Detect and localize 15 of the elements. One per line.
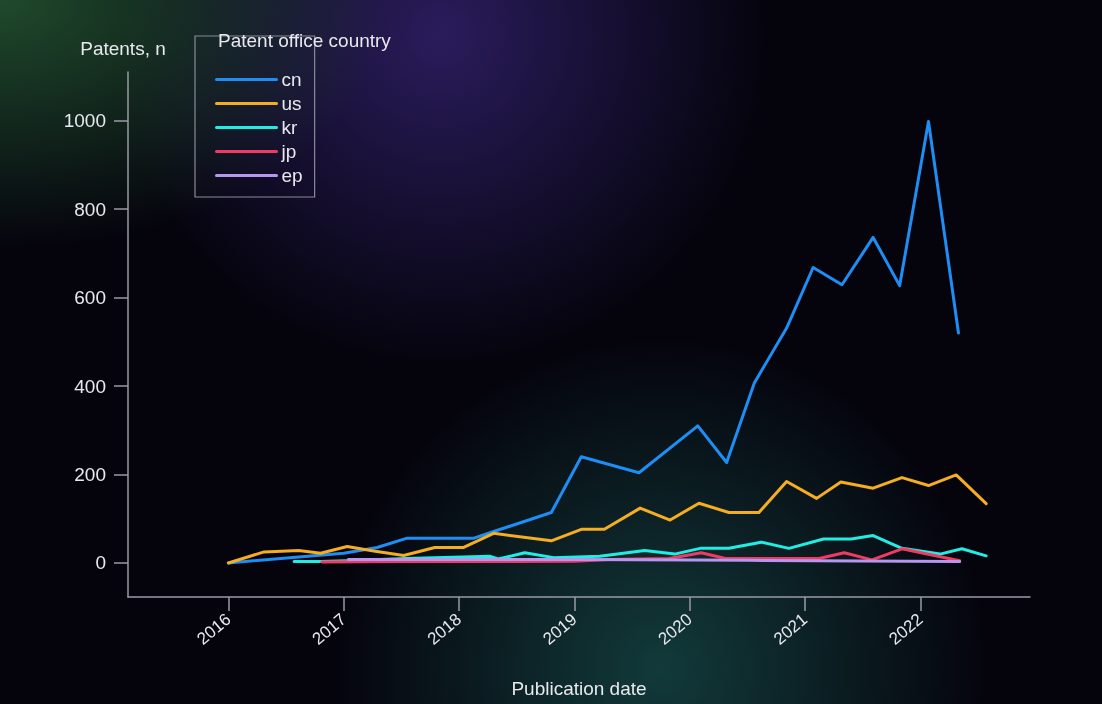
line-series bbox=[226, 473, 988, 565]
legend-label: jp bbox=[280, 141, 297, 162]
legend-title: Patent office country bbox=[218, 30, 392, 51]
y-tick-label: 600 bbox=[74, 287, 106, 309]
y-tick-label: 200 bbox=[74, 463, 106, 485]
legend-label: us bbox=[281, 93, 302, 114]
y-tick-label: 0 bbox=[95, 552, 106, 574]
y-axis-title: Patents, n bbox=[80, 38, 166, 59]
y-tick-label: 400 bbox=[74, 375, 106, 397]
legend-label: ep bbox=[281, 165, 303, 186]
legend-label: kr bbox=[281, 117, 298, 138]
y-tick-label: 800 bbox=[74, 198, 106, 220]
x-axis-title: Publication date bbox=[511, 678, 647, 699]
legend-label: cn bbox=[281, 69, 302, 90]
y-tick-label: 1000 bbox=[63, 110, 106, 132]
